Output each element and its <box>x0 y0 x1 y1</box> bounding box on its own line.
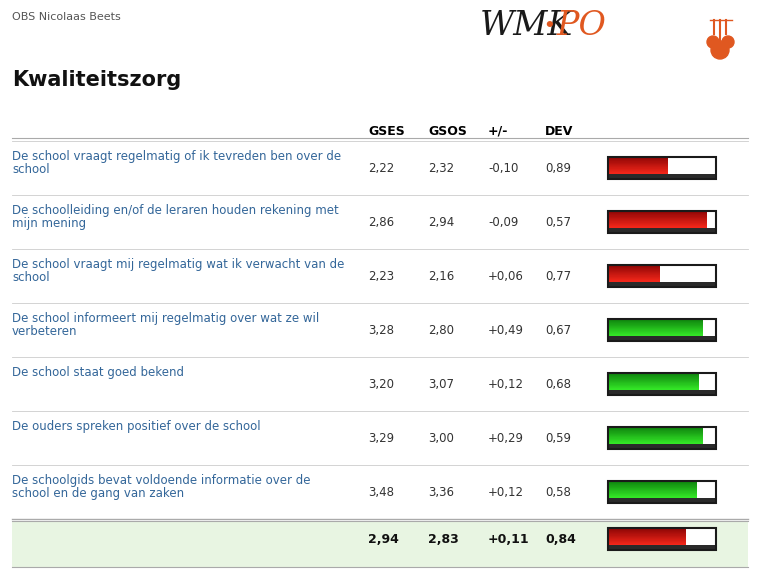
Bar <box>608 497 716 503</box>
Bar <box>608 481 716 503</box>
Text: De ouders spreken positief over de school: De ouders spreken positief over de schoo… <box>12 420 261 433</box>
Text: 0,77: 0,77 <box>545 270 571 283</box>
Text: school: school <box>12 271 49 284</box>
Bar <box>608 336 716 341</box>
Text: 3,29: 3,29 <box>368 432 394 445</box>
Bar <box>608 528 716 550</box>
Bar <box>12 521 748 567</box>
Text: 2,86: 2,86 <box>368 215 394 229</box>
Text: -0,10: -0,10 <box>488 161 518 174</box>
Text: +0,29: +0,29 <box>488 432 524 445</box>
Circle shape <box>722 36 734 48</box>
Bar <box>608 390 716 395</box>
Circle shape <box>707 36 719 48</box>
Text: 2,80: 2,80 <box>428 324 454 336</box>
Bar <box>608 481 716 503</box>
Text: 0,57: 0,57 <box>545 215 571 229</box>
Text: 3,48: 3,48 <box>368 486 394 498</box>
Text: 2,22: 2,22 <box>368 161 394 174</box>
Text: +0,12: +0,12 <box>488 486 524 498</box>
Bar <box>608 228 716 233</box>
Text: GSOS: GSOS <box>428 125 467 138</box>
Text: 0,67: 0,67 <box>545 324 571 336</box>
Bar <box>608 319 716 341</box>
Circle shape <box>711 41 729 59</box>
Text: 3,07: 3,07 <box>428 377 454 391</box>
Text: +/-: +/- <box>488 125 509 138</box>
Text: De school vraagt regelmatig of ik tevreden ben over de: De school vraagt regelmatig of ik tevred… <box>12 150 341 163</box>
Text: mijn mening: mijn mening <box>12 217 86 230</box>
Bar <box>608 281 716 287</box>
Text: De school informeert mij regelmatig over wat ze wil: De school informeert mij regelmatig over… <box>12 312 319 325</box>
Text: 3,00: 3,00 <box>428 432 454 445</box>
Text: school: school <box>12 163 49 176</box>
Text: De school staat goed bekend: De school staat goed bekend <box>12 366 184 379</box>
Text: 3,20: 3,20 <box>368 377 394 391</box>
Bar <box>608 211 716 233</box>
Bar <box>608 545 716 550</box>
Text: De schoolgids bevat voldoende informatie over de: De schoolgids bevat voldoende informatie… <box>12 474 311 487</box>
Text: 0,58: 0,58 <box>545 486 571 498</box>
Bar <box>608 443 716 449</box>
Text: 2,94: 2,94 <box>428 215 454 229</box>
Text: school en de gang van zaken: school en de gang van zaken <box>12 487 184 500</box>
Text: ·: · <box>543 10 555 43</box>
Text: 2,16: 2,16 <box>428 270 454 283</box>
Bar <box>608 265 716 287</box>
Text: 0,89: 0,89 <box>545 161 571 174</box>
Bar <box>608 174 716 179</box>
Text: De school vraagt mij regelmatig wat ik verwacht van de: De school vraagt mij regelmatig wat ik v… <box>12 258 344 271</box>
Text: -0,09: -0,09 <box>488 215 518 229</box>
Text: GSES: GSES <box>368 125 405 138</box>
Text: PO: PO <box>556 10 606 42</box>
Bar <box>608 427 716 449</box>
Text: 2,83: 2,83 <box>428 533 459 546</box>
Text: OBS Nicolaas Beets: OBS Nicolaas Beets <box>12 12 121 22</box>
Text: Kwaliteitszorg: Kwaliteitszorg <box>12 70 181 90</box>
Text: 2,23: 2,23 <box>368 270 394 283</box>
Bar <box>608 528 716 550</box>
Text: 2,32: 2,32 <box>428 161 454 174</box>
Bar <box>608 157 716 179</box>
Bar <box>608 157 716 179</box>
Bar <box>608 427 716 449</box>
Text: +0,12: +0,12 <box>488 377 524 391</box>
Bar <box>608 373 716 395</box>
Text: DEV: DEV <box>545 125 573 138</box>
Bar <box>608 265 716 287</box>
Bar <box>608 319 716 341</box>
Text: +0,11: +0,11 <box>488 533 530 546</box>
Text: 0,59: 0,59 <box>545 432 571 445</box>
Text: +0,49: +0,49 <box>488 324 524 336</box>
Text: WMK: WMK <box>480 10 573 42</box>
Text: +0,06: +0,06 <box>488 270 524 283</box>
Text: 0,68: 0,68 <box>545 377 571 391</box>
Bar <box>608 373 716 395</box>
Text: 0,84: 0,84 <box>545 533 576 546</box>
Text: De schoolleiding en/of de leraren houden rekening met: De schoolleiding en/of de leraren houden… <box>12 204 339 217</box>
Text: 3,28: 3,28 <box>368 324 394 336</box>
Bar <box>608 211 716 233</box>
Text: verbeteren: verbeteren <box>12 325 77 338</box>
Text: 3,36: 3,36 <box>428 486 454 498</box>
Text: 2,94: 2,94 <box>368 533 399 546</box>
